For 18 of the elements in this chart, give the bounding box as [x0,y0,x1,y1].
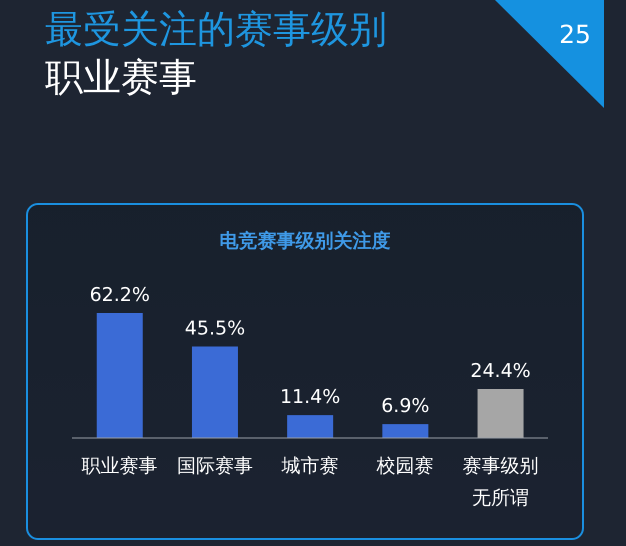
x-tick-label: 校园赛 [376,455,434,477]
bar [382,424,428,438]
text: 电竞赛事级别关注度 [218,229,392,254]
data-label: 24.4% [470,360,531,382]
x-tick-label: 城市赛 [280,455,338,477]
bar [192,346,238,438]
x-tick-label: 职业赛事 [82,455,158,477]
data-label: 11.4% [280,386,340,408]
x-tick-label: 赛事级别无所谓 [462,455,538,509]
data-label: 62.2% [90,284,150,306]
chart-title: 最受关注的赛事级别 [45,6,387,53]
bar [287,415,334,438]
text: 25 [558,20,592,49]
x-tick-label: 国际赛事 [176,455,253,477]
bar [96,313,143,438]
chart-subtitle: 职业赛事 [45,54,197,101]
data-label: 45.5% [184,318,246,340]
data-label: 6.9% [381,395,430,418]
